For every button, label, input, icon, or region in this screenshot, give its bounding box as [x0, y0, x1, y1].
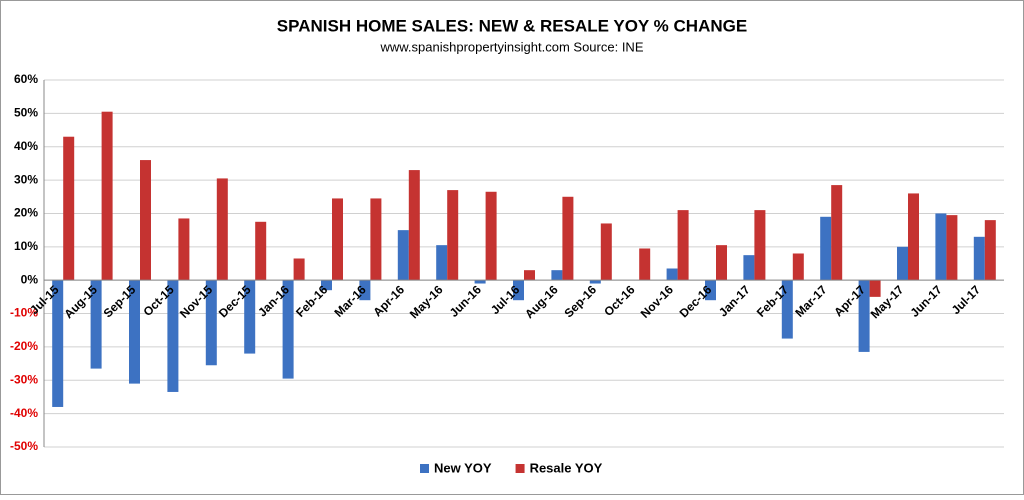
bar [984, 220, 996, 281]
bar [973, 236, 985, 281]
bar [52, 280, 64, 407]
y-tick-label: -50% [10, 439, 38, 453]
legend-swatch [420, 464, 429, 473]
bar [935, 213, 947, 281]
bar [946, 215, 958, 281]
bar [705, 280, 716, 301]
bar [90, 280, 102, 369]
bar [897, 246, 908, 281]
bar [589, 280, 601, 284]
bar [485, 191, 497, 281]
bar [716, 245, 727, 281]
chart-subtitle: www.spanishpropertyinsight.com Source: I… [379, 39, 643, 54]
bar [908, 193, 919, 281]
bar [397, 230, 409, 281]
bar [600, 223, 612, 281]
y-tick-label: 20% [14, 206, 38, 220]
y-tick-label: 50% [14, 106, 38, 120]
bar [474, 280, 486, 284]
y-tick-label: 10% [14, 239, 38, 253]
bar [436, 245, 448, 281]
bar [677, 210, 689, 281]
bar [63, 136, 75, 281]
bar [743, 255, 755, 281]
chart-title: SPANISH HOME SALES: NEW & RESALE YOY % C… [277, 16, 747, 35]
bar [370, 198, 382, 281]
y-tick-label: -40% [10, 406, 38, 420]
bar [293, 258, 305, 281]
legend-swatch [515, 464, 525, 473]
bar [255, 221, 267, 281]
bar [820, 216, 832, 281]
bar [666, 268, 678, 281]
bar [282, 280, 294, 379]
bar [332, 198, 343, 281]
bar [513, 280, 524, 301]
y-tick-label: 40% [14, 139, 38, 153]
bar [101, 111, 113, 281]
bar [858, 280, 870, 352]
bar [551, 270, 563, 281]
y-tick-label: 60% [14, 72, 38, 86]
bar [216, 178, 228, 281]
bar [639, 248, 651, 281]
bar [359, 280, 371, 301]
bar [129, 280, 140, 384]
bar [869, 280, 881, 297]
legend-label: Resale YOY [530, 460, 603, 475]
bar [524, 270, 535, 281]
bar [321, 280, 332, 291]
bar [167, 280, 179, 392]
y-tick-label: -10% [10, 306, 38, 320]
y-tick-label: -30% [10, 372, 38, 386]
bar [244, 280, 256, 354]
bar [781, 280, 793, 339]
y-tick-label: -20% [10, 339, 38, 353]
bar [205, 280, 217, 366]
legend-label: New YOY [434, 460, 492, 475]
bar [754, 210, 766, 281]
bar [831, 185, 843, 281]
bar [447, 190, 459, 281]
bar [562, 196, 574, 281]
bar [178, 218, 190, 281]
bar [140, 160, 151, 281]
y-tick-label: 30% [14, 172, 38, 186]
y-tick-label: 0% [21, 272, 39, 286]
bar [408, 170, 420, 281]
bar [792, 253, 804, 281]
